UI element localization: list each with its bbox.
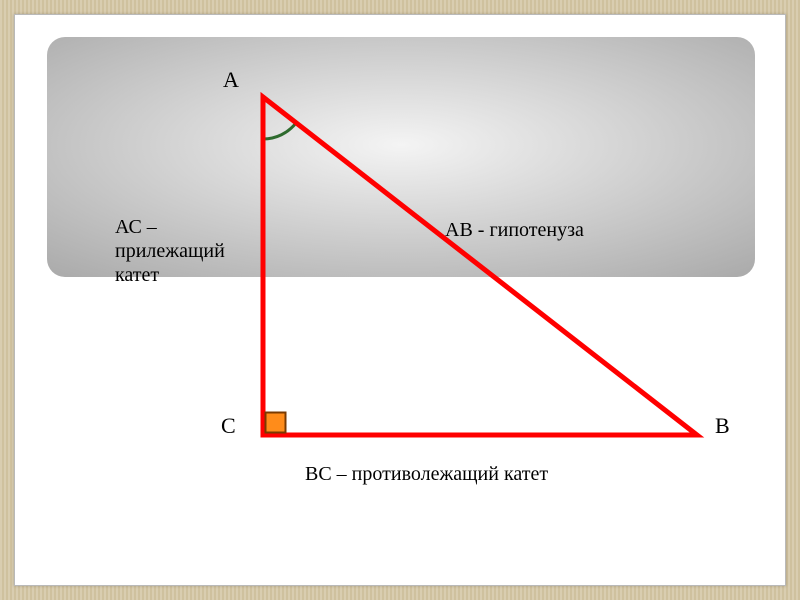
- slide-frame-texture: A B C АС – прилежащий катет АВ - гипотен…: [0, 0, 800, 600]
- label-ab-hypotenuse: АВ - гипотенуза: [445, 219, 584, 242]
- slide-content: A B C АС – прилежащий катет АВ - гипотен…: [15, 15, 785, 585]
- label-bc-opposite: ВС – противолежащий катет: [305, 463, 548, 486]
- right-angle-marker: [266, 413, 286, 433]
- vertex-label-c: C: [221, 413, 236, 439]
- vertex-label-b: B: [715, 413, 730, 439]
- slide-page: A B C АС – прилежащий катет АВ - гипотен…: [14, 14, 786, 586]
- label-ac-adjacent: АС – прилежащий катет: [115, 215, 225, 287]
- vertex-label-a: A: [223, 67, 239, 93]
- triangle-diagram: [15, 15, 787, 587]
